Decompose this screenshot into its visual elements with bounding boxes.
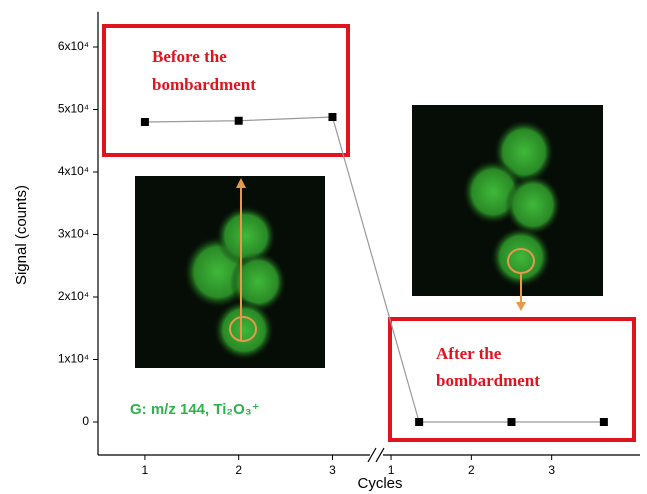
marker — [328, 113, 336, 121]
x-tick-label: 2 — [468, 463, 475, 477]
y-tick-label: 2x10⁴ — [58, 289, 89, 303]
x-tick-label: 2 — [235, 463, 242, 477]
image-right — [412, 105, 603, 311]
x-tick-label: 1 — [142, 463, 149, 477]
y-tick-label: 6x10⁴ — [58, 39, 89, 53]
marker — [415, 418, 423, 426]
before-label: bombardment — [152, 75, 256, 94]
after-label: bombardment — [436, 371, 540, 390]
x-tick-label: 3 — [329, 463, 336, 477]
chart: Before the bombardment After the bombard… — [0, 0, 647, 494]
y-tick-label: 4x10⁴ — [58, 164, 89, 178]
x-axis-label: Cycles — [357, 475, 402, 492]
connector-line — [332, 117, 419, 422]
marker — [508, 418, 516, 426]
marker — [600, 418, 608, 426]
y-tick-label: 5x10⁴ — [58, 102, 89, 116]
y-tick-label: 3x10⁴ — [58, 227, 89, 241]
marker — [141, 118, 149, 126]
y-tick-label: 1x10⁴ — [58, 352, 89, 366]
axis-break — [368, 448, 384, 462]
after-label: After the — [436, 344, 502, 363]
y-tick-label: 0 — [82, 414, 89, 428]
x-tick-label: 1 — [388, 463, 395, 477]
before-label: Before the — [152, 47, 227, 66]
marker — [235, 117, 243, 125]
ion-label: G: m/z 144, Ti₂O₃⁺ — [130, 401, 260, 418]
y-axis-label: Signal (counts) — [13, 185, 30, 285]
image-left — [135, 176, 325, 368]
x-tick-label: 3 — [548, 463, 555, 477]
